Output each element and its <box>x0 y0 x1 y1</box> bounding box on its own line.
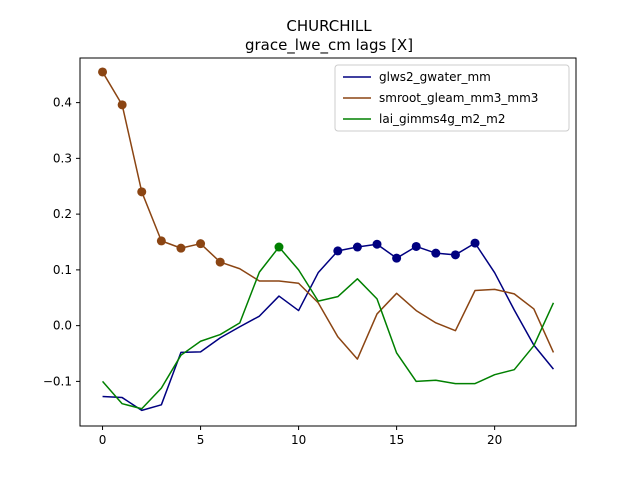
y-tick-label: 0.0 <box>53 319 72 333</box>
axes-layer: 0 5 10 15 20 −0.1 0.0 0.1 0.2 0.3 0.4 <box>43 57 577 447</box>
data-point <box>274 242 284 252</box>
legend: glws2_gwater_mm smroot_gleam_mm3_mm3 lai_g… <box>334 64 570 132</box>
series-line <box>101 246 555 410</box>
data-point <box>333 246 343 256</box>
legend-label: smroot_gleam_mm3_mm3 <box>379 91 538 105</box>
data-point <box>372 239 382 249</box>
x-tick-label: 10 <box>291 433 306 447</box>
y-tick-label: −0.1 <box>43 374 72 388</box>
data-point <box>450 250 460 260</box>
legend-box <box>334 64 570 132</box>
series-smroot_gleam_mm3_mm3 <box>98 67 555 360</box>
y-tick-label: 0.4 <box>53 96 72 110</box>
chart-title: CHURCHILL <box>286 17 372 35</box>
data-point <box>156 236 166 246</box>
data-point <box>176 243 186 253</box>
x-tick-label: 0 <box>99 433 107 447</box>
y-tick-label: 0.1 <box>53 263 72 277</box>
data-point <box>98 67 108 77</box>
data-point <box>470 238 480 248</box>
x-tick-label: 15 <box>389 433 404 447</box>
data-point <box>411 241 421 251</box>
x-tick-label: 20 <box>487 433 502 447</box>
data-point <box>431 248 441 258</box>
y-tick-label: 0.2 <box>53 207 72 221</box>
legend-label: lai_gimms4g_m2_m2 <box>379 112 506 126</box>
data-point <box>215 257 225 267</box>
axes-frame <box>79 57 577 427</box>
data-point <box>117 100 127 110</box>
y-tick-label: 0.3 <box>53 151 72 165</box>
data-point <box>352 242 362 252</box>
data-point <box>137 187 147 197</box>
x-tick-label: 5 <box>197 433 205 447</box>
data-point <box>392 253 402 263</box>
series-lai_gimms4g_m2_m2 <box>101 242 555 410</box>
chart-subtitle: grace_lwe_cm lags [X] <box>245 36 413 55</box>
data-point <box>196 239 206 249</box>
legend-label: glws2_gwater_mm <box>379 70 491 84</box>
series-layer <box>98 67 555 412</box>
